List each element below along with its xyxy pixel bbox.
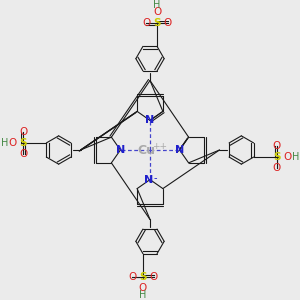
- Text: S: S: [139, 272, 147, 282]
- Text: ++: ++: [152, 142, 167, 151]
- Text: N: N: [116, 145, 125, 155]
- Text: O: O: [150, 272, 158, 282]
- Text: O: O: [139, 283, 147, 292]
- Text: O: O: [19, 127, 27, 137]
- Text: S: S: [153, 18, 161, 28]
- Text: O: O: [19, 149, 27, 159]
- Text: O: O: [128, 272, 136, 282]
- Text: S: S: [20, 138, 27, 148]
- Text: S: S: [273, 152, 280, 162]
- Text: N: N: [146, 116, 154, 125]
- Text: H: H: [153, 0, 161, 10]
- Text: H: H: [1, 138, 8, 148]
- Text: O: O: [142, 18, 150, 28]
- Text: N: N: [144, 175, 153, 184]
- Text: N: N: [175, 145, 184, 155]
- Text: -: -: [154, 173, 158, 183]
- Text: H: H: [292, 152, 299, 162]
- Text: O: O: [273, 163, 281, 173]
- Text: H: H: [139, 290, 147, 300]
- Text: O: O: [284, 152, 292, 162]
- Text: O: O: [273, 141, 281, 151]
- Text: O: O: [8, 138, 16, 148]
- Text: O: O: [153, 8, 161, 17]
- Text: O: O: [164, 18, 172, 28]
- Text: Cu: Cu: [137, 143, 155, 157]
